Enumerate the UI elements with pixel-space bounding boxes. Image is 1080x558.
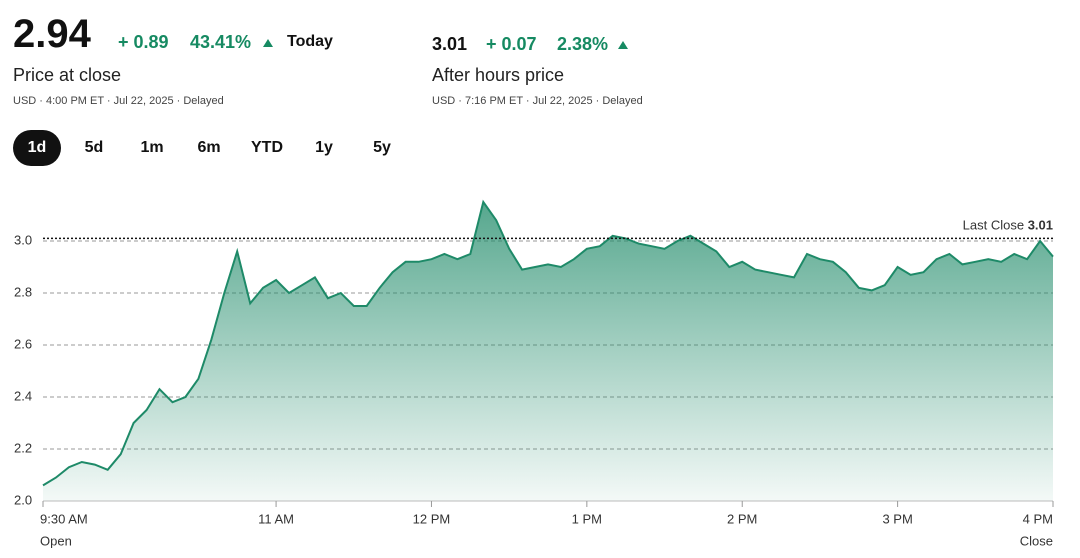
reference-label: Last Close 3.01 [963, 218, 1053, 233]
meta: USD · 4:00 PM ET · Jul 22, 2025 · Delaye… [13, 95, 224, 107]
x-tick-label: 3 PM [882, 511, 912, 526]
range-tab[interactable]: 5d [84, 139, 104, 156]
x-tick-label: 11 AM [258, 511, 294, 526]
ah-change-pct: 2.38% [557, 34, 609, 54]
price: 2.94 [13, 12, 91, 56]
y-tick-label: 2.2 [14, 440, 32, 455]
ah-change: + 0.07 [486, 34, 537, 54]
range-tab[interactable]: 5y [373, 139, 391, 156]
change: + 0.89 [118, 32, 169, 52]
close-label: Close [1020, 533, 1053, 548]
reference-value: 3.01 [1028, 218, 1053, 233]
y-tick-label: 2.4 [14, 388, 32, 403]
range-tab[interactable]: 1m [140, 139, 164, 156]
change-pct: 43.41% [190, 32, 252, 52]
x-tick-label: 1 PM [572, 511, 602, 526]
reference-label-text: Last Close [963, 218, 1024, 233]
y-tick-label: 2.0 [14, 492, 32, 507]
area [43, 202, 1053, 501]
ah-label: After hours price [432, 65, 565, 85]
range-tab[interactable]: YTD [251, 139, 283, 156]
period: Today [287, 33, 333, 50]
ah-meta: USD · 7:16 PM ET · Jul 22, 2025 · Delaye… [432, 95, 643, 107]
price-line [42, 199, 1054, 487]
x-tick-label: 12 PM [413, 511, 451, 526]
price-label: Price at close [13, 65, 122, 85]
up-arrow [263, 39, 273, 47]
ah-price: 3.01 [432, 34, 468, 54]
x-tick-label: 9:30 AM [40, 511, 88, 526]
range-tab[interactable]: 6m [197, 139, 221, 156]
y-tick-label: 2.8 [14, 284, 32, 299]
range-tab[interactable]: 1y [315, 139, 333, 156]
range-tab[interactable]: 1d [13, 130, 61, 166]
open-label: Open [40, 533, 72, 548]
up-arrow [618, 41, 628, 49]
y-tick-label: 2.6 [14, 336, 32, 351]
y-tick-label: 3.0 [14, 232, 32, 247]
x-tick-label: 4 PM [1023, 511, 1053, 526]
x-tick-label: 2 PM [727, 511, 757, 526]
